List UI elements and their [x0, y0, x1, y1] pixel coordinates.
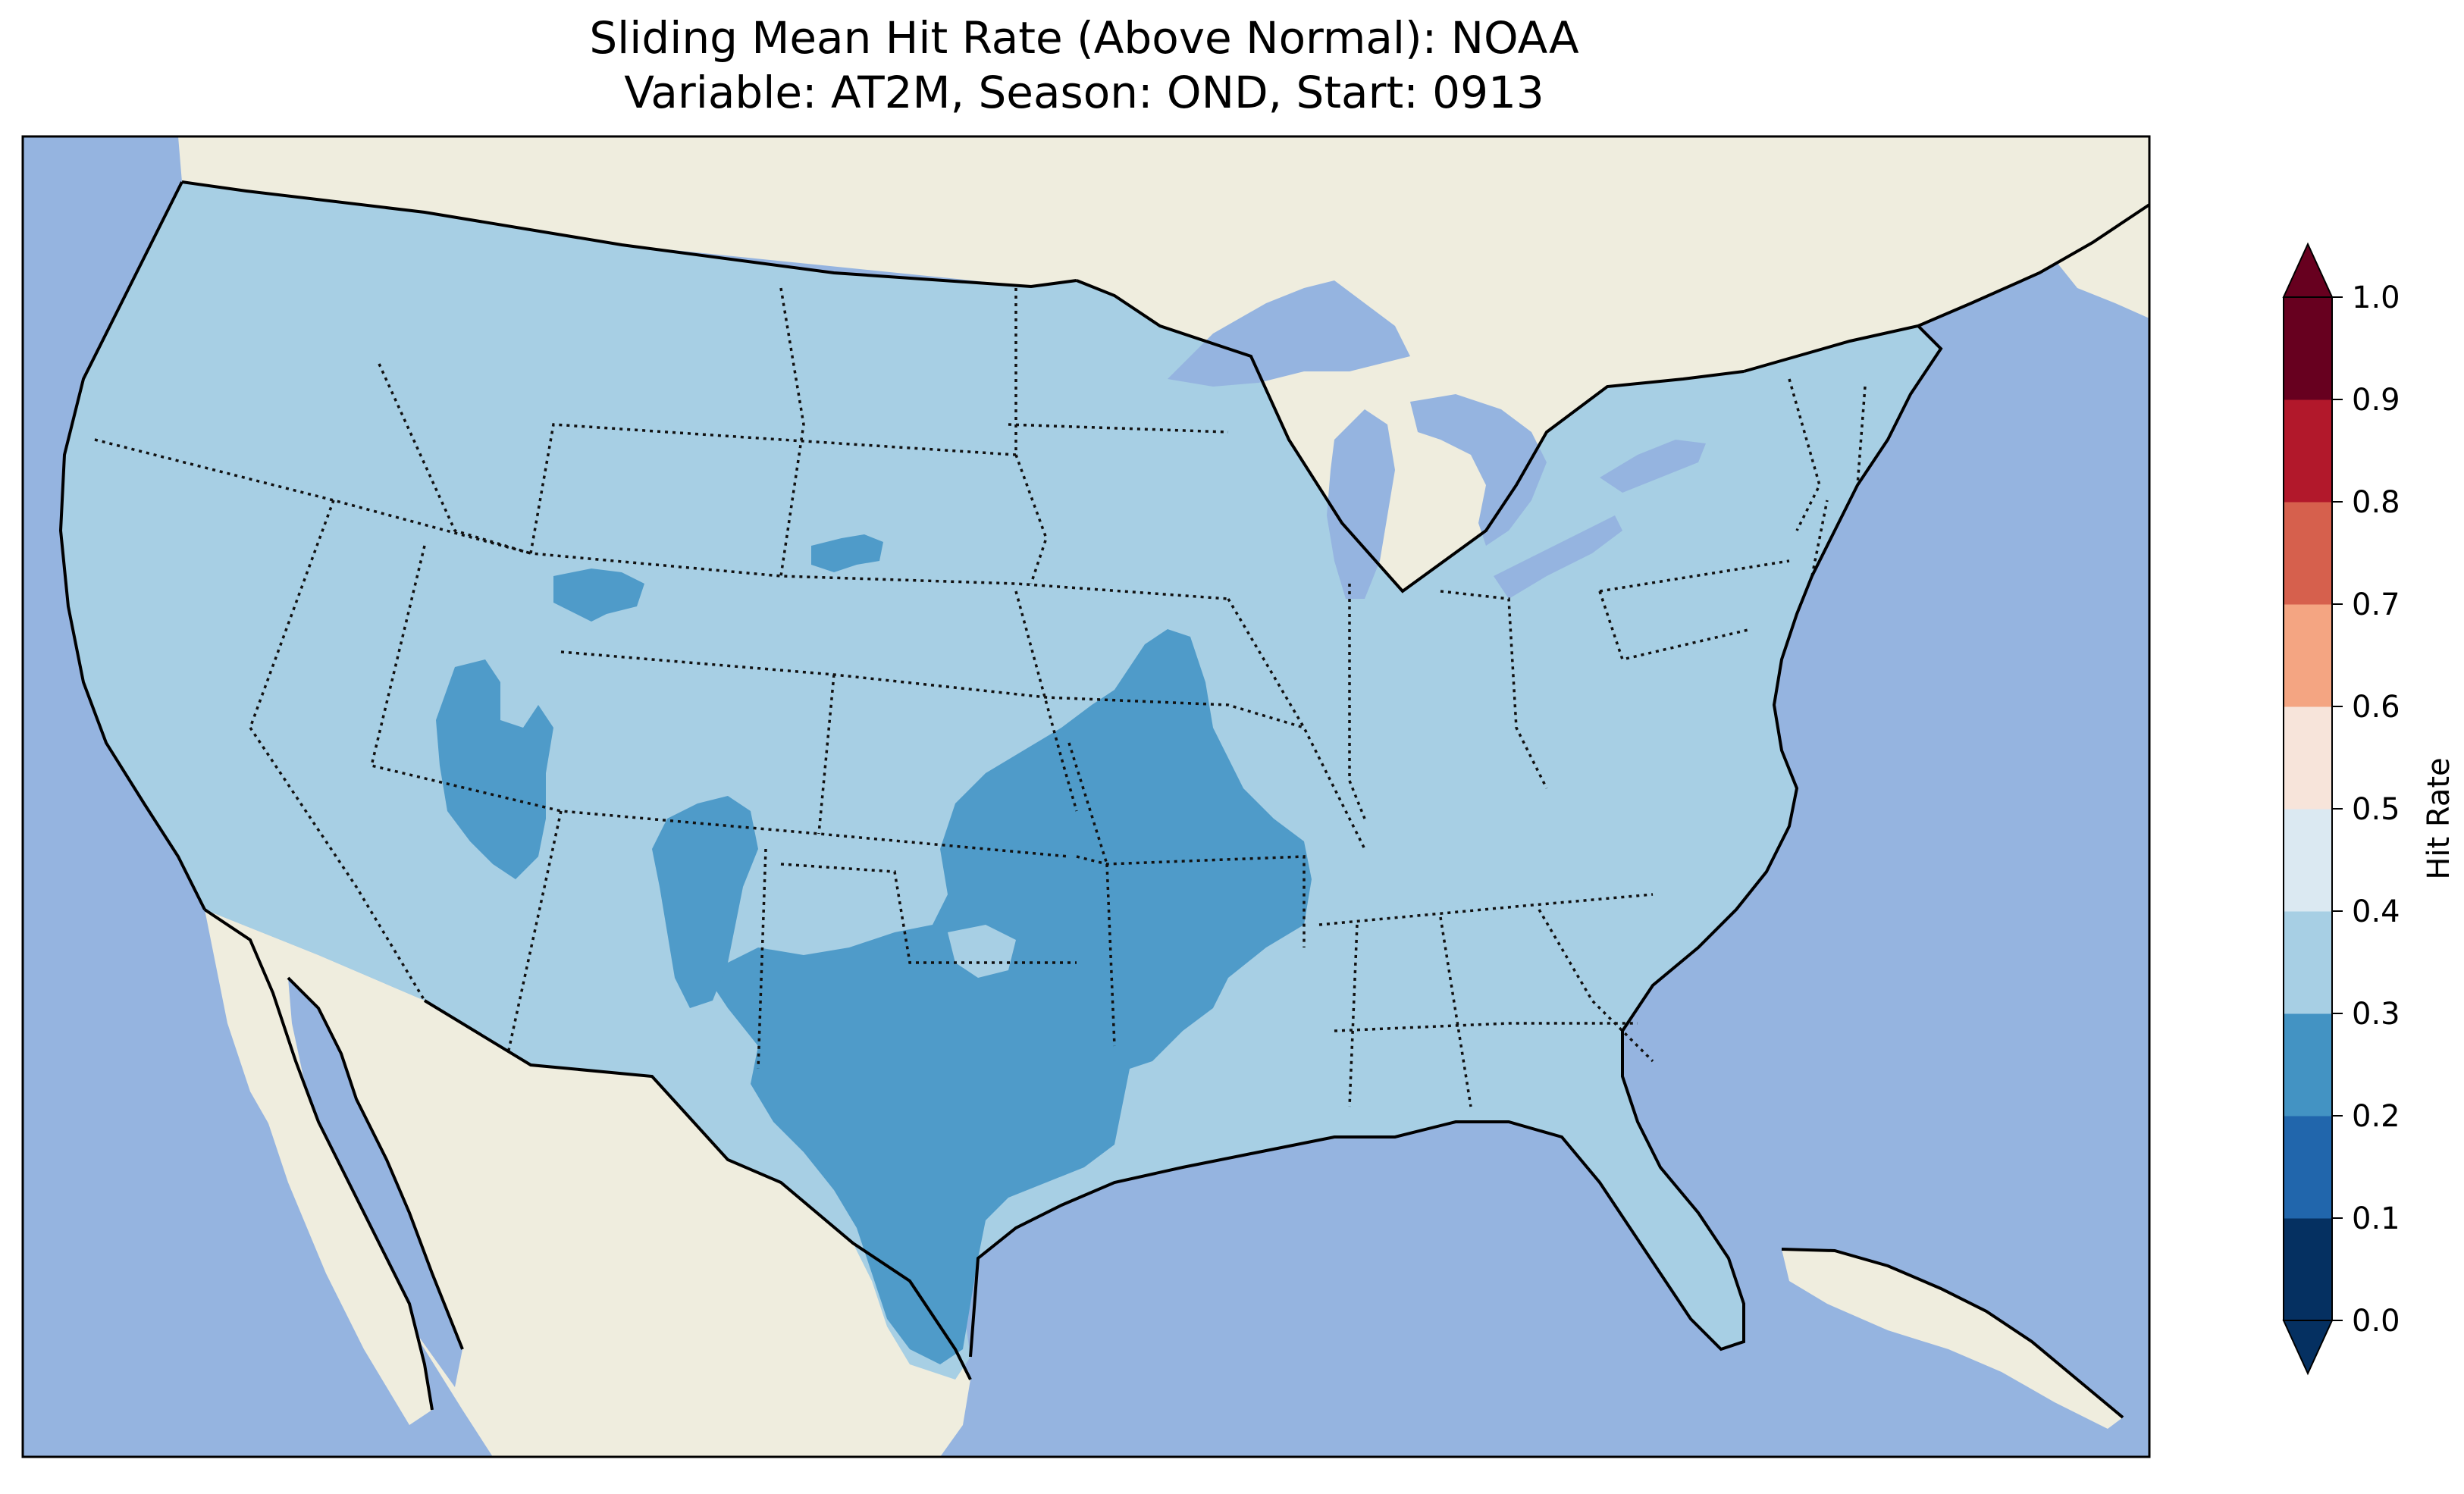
colorbar-bin-0.9-1.0 — [2284, 297, 2332, 400]
colorbar-tick-label: 0.1 — [2352, 1201, 2400, 1236]
colorbar-bin-0.0-0.1 — [2284, 1218, 2332, 1321]
colorbar-bin-0.3-0.4 — [2284, 911, 2332, 1014]
lake-erie — [1494, 515, 1622, 599]
colorbar-bin-0.4-0.5 — [2284, 809, 2332, 912]
state-borders — [94, 287, 1867, 1107]
colorbar-bin-0.2-0.3 — [2284, 1013, 2332, 1117]
lake-michigan — [1327, 409, 1395, 599]
region-texas-oklahoma-arkansas-0.2-0.3 — [713, 629, 1312, 1364]
colorbar-bin-0.5-0.6 — [2284, 706, 2332, 810]
colorbar-label: Hit Rate — [2422, 757, 2456, 879]
colorbar-tick-label: 0.4 — [2352, 894, 2400, 929]
baja-california — [205, 910, 432, 1425]
title-line-1: Sliding Mean Hit Rate (Above Normal): NO… — [589, 12, 1579, 64]
colorbar-tick-label: 0.2 — [2352, 1099, 2400, 1134]
cuba-land — [1782, 1249, 2123, 1429]
colorbar-tick-label: 0.9 — [2352, 383, 2400, 418]
colorbar-tick-label: 0.8 — [2352, 485, 2400, 520]
colorbar-tick-label: 0.7 — [2352, 587, 2400, 622]
mexico-land — [205, 910, 970, 1457]
colorbar-tick-label: 0.0 — [2352, 1304, 2400, 1339]
map-frame — [21, 135, 2151, 1458]
colorbar-tick-label: 0.6 — [2352, 690, 2400, 725]
colorbar-tick-label: 0.5 — [2352, 792, 2400, 827]
colorbar-extend-max — [2282, 242, 2334, 298]
colorbar-bin-0.1-0.2 — [2284, 1116, 2332, 1219]
lake-superior — [1168, 280, 1410, 387]
gulf-of-california — [288, 978, 462, 1387]
region-central-texas-inset-0.3-0.4 — [948, 925, 1016, 978]
lake-huron — [1410, 394, 1547, 546]
canada-land — [178, 136, 2149, 591]
coastlines-and-borders — [58, 180, 2149, 1419]
region-new-mexico-0.2-0.3 — [652, 796, 758, 1008]
map-title: Sliding Mean Hit Rate (Above Normal): NO… — [0, 11, 2168, 120]
region-utah-0.2-0.3 — [436, 659, 553, 879]
maritimes-land — [2047, 205, 2149, 318]
title-line-2: Variable: AT2M, Season: OND, Start: 0913 — [624, 67, 1544, 118]
colorbar-bin-0.8-0.9 — [2284, 399, 2332, 503]
colorbar-bin-0.6-0.7 — [2284, 604, 2332, 707]
lake-ontario — [1600, 440, 1706, 493]
colorbar-bin-0.7-0.8 — [2284, 502, 2332, 605]
colorbar-tick-label: 0.3 — [2352, 997, 2400, 1032]
colorbar-extend-min — [2282, 1320, 2334, 1376]
region-south-dakota-0.2-0.3 — [811, 534, 883, 572]
colorbar-tick-label: 1.0 — [2352, 280, 2400, 315]
region-wyoming-0.2-0.3 — [553, 568, 644, 622]
